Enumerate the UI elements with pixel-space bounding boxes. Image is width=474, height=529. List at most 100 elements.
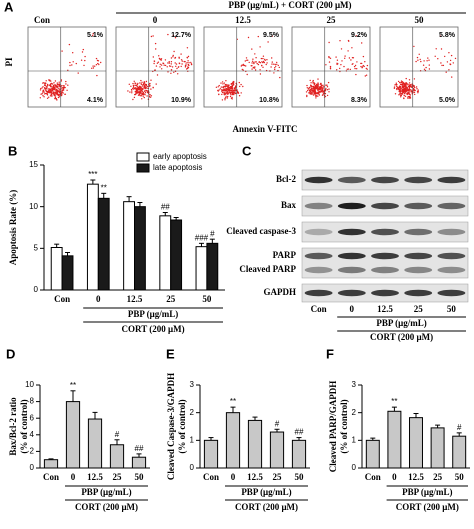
cell-dot [176,67,178,70]
cell-dot [250,65,252,67]
cell-dot [325,84,327,86]
cell-dot [152,56,154,58]
cell-dot [60,94,63,97]
cell-dot [435,48,437,50]
cell-dot [275,65,277,68]
cell-dot [233,89,236,92]
cell-dot [152,87,154,89]
cell-dot [336,59,339,61]
cell-dot [360,65,362,68]
cell-dot [440,48,443,50]
cell-dot [39,89,42,91]
cell-dot [83,64,85,67]
lane-label: Con [311,304,327,314]
cell-dot [178,66,180,68]
cell-dot [225,95,227,98]
cell-dot [77,72,79,74]
cell-dot [408,86,410,88]
cell-dot [56,93,59,96]
cell-dot [317,93,319,95]
x-tick-label: 0 [392,472,397,482]
bar [134,206,146,291]
cell-dot [53,86,55,88]
cell-dot [406,86,408,89]
bar [123,201,135,291]
cell-dot [362,64,364,67]
upper-right-percent: 9.2% [351,32,368,39]
cell-dot [258,61,260,63]
cell-dot [143,92,145,95]
cell-dot [146,95,148,97]
cell-dot [262,55,265,57]
cell-dot [157,61,160,63]
cell-dot [50,92,53,94]
band [404,289,433,297]
cell-dot [62,85,64,87]
x-tick-label: 50 [295,472,305,482]
cell-dot [135,93,137,95]
cell-dot [396,88,398,91]
cell-dot [53,94,55,96]
cell-dot [315,87,318,89]
cell-dot [68,43,71,46]
cell-dot [398,86,400,89]
cell-dot [361,42,363,44]
cell-dot [397,87,399,90]
cell-dot [318,87,321,90]
cell-dot [315,97,317,99]
panel-label: F [326,346,334,361]
cell-dot [220,82,222,84]
cell-dot [91,67,93,70]
cell-dot [326,89,329,91]
cell-dot [399,81,401,84]
cell-dot [452,62,454,64]
cell-dot [80,59,83,61]
significance-label: ## [135,444,144,453]
cell-dot [72,61,74,63]
cell-dot [54,91,56,94]
cell-dot [265,63,267,66]
cell-dot [397,80,400,83]
cell-dot [276,63,278,65]
cell-dot [143,88,145,90]
cell-dot [312,81,314,83]
cell-dot [423,68,426,71]
cell-dot [134,84,136,86]
bar [203,439,219,469]
cell-dot [340,48,343,50]
cell-dot [227,89,229,92]
treatment-label: CORT (200 μM) [396,502,459,512]
group-label: 25 [327,15,337,25]
cell-dot [259,46,261,48]
cell-dot [318,90,321,93]
cell-dot [401,88,404,91]
cell-dot [336,69,338,71]
cell-dot [349,68,351,71]
cell-dot [232,91,235,94]
cell-dot [326,84,328,86]
cell-dot [54,84,56,86]
cell-dot [50,86,53,88]
cell-dot [254,53,256,55]
cell-dot [417,59,419,61]
cell-dot [231,96,233,99]
cell-dot [365,67,367,70]
cell-dot [221,91,224,94]
cell-dot [394,93,397,95]
group-label: PBP (μg/mL) [81,487,131,497]
cell-dot [62,90,64,92]
cell-dot [221,99,224,101]
bar [109,444,125,469]
cell-dot [52,84,55,87]
cell-dot [279,76,281,79]
cell-dot [54,96,57,99]
cell-dot [318,88,321,91]
cell-dot [50,80,52,82]
cell-dot [355,35,357,37]
cell-dot [348,57,351,59]
lower-right-percent: 10.9% [171,97,192,104]
cell-dot [49,84,51,87]
cell-dot [159,66,161,68]
cell-dot [132,86,135,88]
cell-dot [347,68,349,70]
